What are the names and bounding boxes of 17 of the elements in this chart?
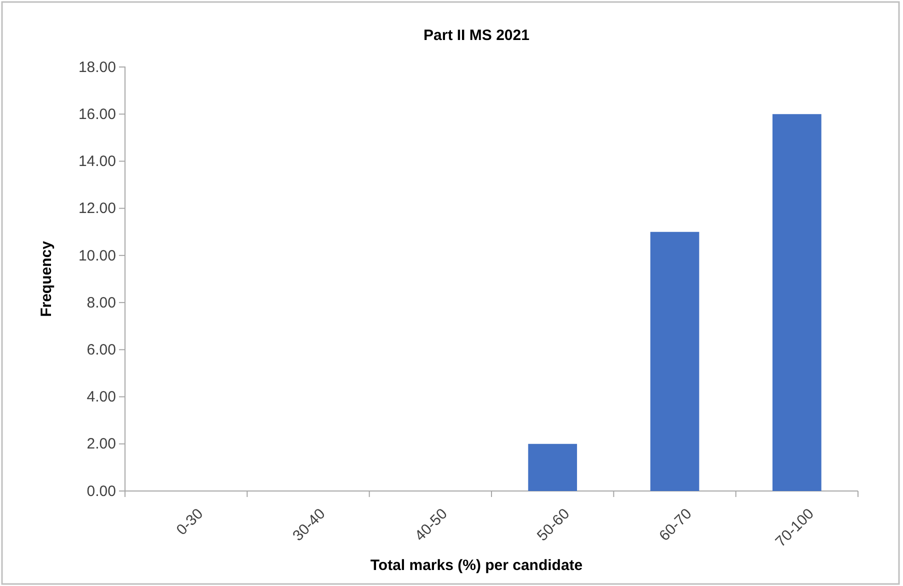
y-axis-title: Frequency [38, 240, 55, 317]
y-tick-label: 0.00 [86, 482, 116, 500]
y-tick-label: 12.00 [78, 200, 116, 218]
y-tick-label: 10.00 [78, 247, 116, 264]
x-axis-title: Total marks (%) per candidate [370, 557, 583, 574]
y-tick-label: 2.00 [86, 436, 116, 453]
y-tick-label: 6.00 [86, 341, 116, 358]
bar [772, 114, 822, 491]
y-tick-label: 8.00 [86, 294, 116, 312]
bar [528, 444, 578, 491]
x-tick-label: 0-30 [173, 505, 207, 539]
chart-title: Part II MS 2021 [424, 27, 530, 44]
y-tick-label: 14.00 [78, 153, 116, 170]
bar [650, 232, 700, 491]
y-tick-label: 16.00 [78, 106, 116, 123]
y-tick-label: 4.00 [86, 388, 116, 406]
y-tick-label: 18.00 [78, 58, 116, 76]
